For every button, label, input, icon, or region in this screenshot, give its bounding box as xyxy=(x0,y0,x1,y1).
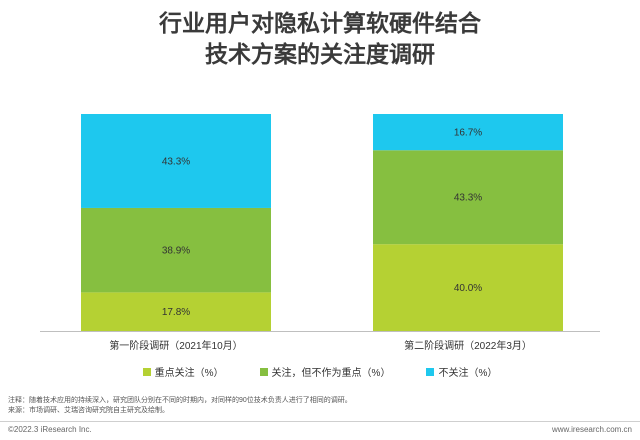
footer-website: www.iresearch.com.cn xyxy=(551,425,632,434)
chart-title: 行业用户对隐私计算软硬件结合 技术方案的关注度调研 xyxy=(0,8,640,70)
bar-segment-2-3 xyxy=(373,114,563,151)
chart-legend: 重点关注（%） 关注，但不作为重点（%） 不关注（%） xyxy=(0,364,640,379)
footer-divider xyxy=(0,421,640,422)
chart-title-line-1: 行业用户对隐私计算软硬件结合 xyxy=(159,10,481,36)
bar-segment-2-2 xyxy=(373,150,563,245)
legend-swatch-not-concerned xyxy=(426,367,435,376)
bar-segment-1-3 xyxy=(81,114,271,208)
category-label-2: 第二阶段调研（2022年3月） xyxy=(404,339,532,352)
source-line: 来源：市场调研、艾瑞咨询研究院自主研究及绘制。 xyxy=(8,407,169,414)
data-label-2-3: 16.7% xyxy=(454,128,482,139)
legend-swatch-concerned xyxy=(259,367,268,376)
bar-segment-1-1 xyxy=(81,292,271,331)
bar-segment-2-1 xyxy=(373,244,563,331)
data-label-2-2: 43.3% xyxy=(454,193,482,204)
data-label-1-1: 17.8% xyxy=(162,307,190,318)
stacked-bar-chart: 17.8% 38.9% 43.3% 第一阶段调研（2021年10月） 40.0% 43.3… xyxy=(40,114,600,352)
chart-title-line-2: 技术方案的关注度调研 xyxy=(205,41,435,67)
legend-label-concerned: 关注，但不作为重点（%） xyxy=(271,368,391,379)
data-label-1-3: 43.3% xyxy=(162,156,190,167)
data-label-2-1: 40.0% xyxy=(454,283,482,294)
category-label-1: 第一阶段调研（2021年10月） xyxy=(109,339,242,352)
bar-segment-1-2 xyxy=(81,207,271,293)
note-line: 注释：随着技术应用的持续深入，研究团队分别在不同的时期内，对同样的90位技术负责… xyxy=(8,397,352,404)
chart-notes: 注释：随着技术应用的持续深入，研究团队分别在不同的时期内，对同样的90位技术负责… xyxy=(8,396,352,416)
legend-item-concerned: 关注，但不作为重点（%） xyxy=(259,364,391,379)
legend-item-key-focus: 重点关注（%） xyxy=(142,364,224,379)
legend-label-key-focus: 重点关注（%） xyxy=(154,368,224,379)
legend-label-not-concerned: 不关注（%） xyxy=(438,368,498,379)
legend-item-not-concerned: 不关注（%） xyxy=(426,364,497,379)
footer-copyright: ©2022.3 iResearch Inc. xyxy=(8,425,92,434)
data-label-1-2: 38.9% xyxy=(162,246,190,257)
legend-swatch-key-focus xyxy=(142,367,151,376)
